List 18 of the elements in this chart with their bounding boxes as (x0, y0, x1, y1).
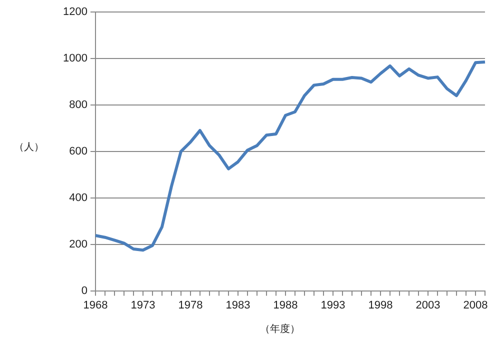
x-tick-label: 1978 (178, 299, 203, 312)
y-tick-label: 1000 (62, 52, 88, 64)
x-tick-label: 1968 (83, 299, 108, 312)
x-tick-label: 1988 (273, 299, 298, 312)
y-tick-label: 600 (69, 145, 88, 158)
x-axis-title: （年度） (259, 322, 301, 336)
x-tick-label: 1973 (130, 299, 156, 312)
y-tick-label: 1200 (62, 6, 88, 18)
y-tick-label: 800 (69, 98, 88, 111)
x-tick-label: 1993 (320, 299, 346, 312)
y-axis-title: （人） (14, 141, 44, 154)
x-tick-label: 1998 (368, 299, 393, 312)
y-tick-label: 400 (69, 192, 88, 204)
y-tick-label: 200 (69, 238, 88, 250)
x-tick-label: 2003 (416, 299, 440, 312)
x-tick-label: 1983 (226, 299, 250, 312)
y-tick-label: 0 (81, 284, 88, 297)
x-tick-label: 2008 (463, 299, 488, 312)
